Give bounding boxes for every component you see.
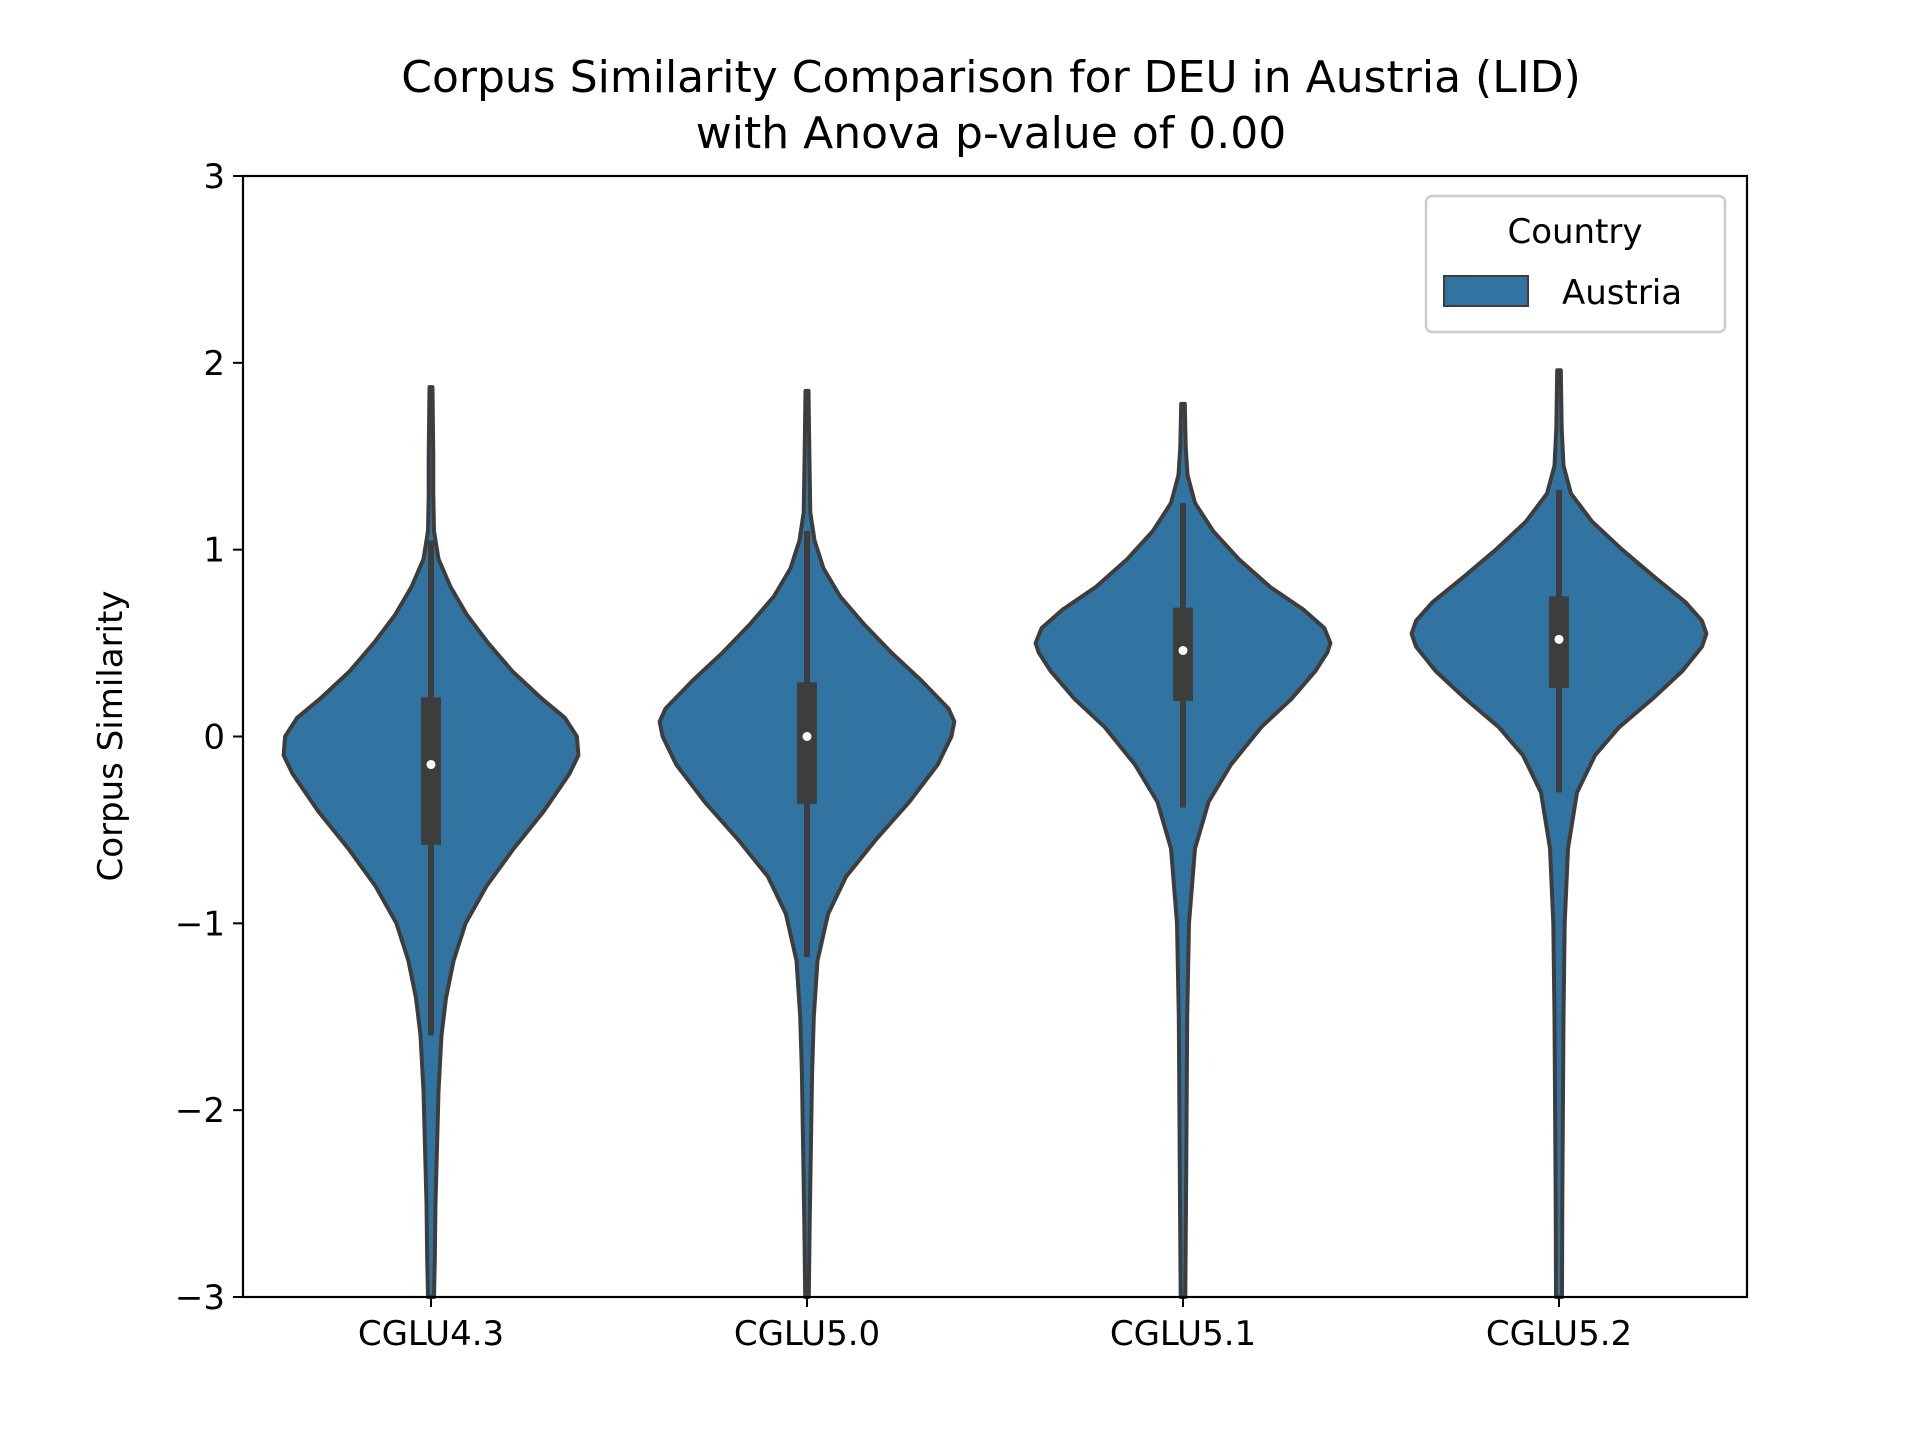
violin-group <box>281 368 1709 1299</box>
y-tick-label: 2 <box>203 344 225 384</box>
chart-subtitle: with Anova p-value of 0.00 <box>696 108 1286 159</box>
x-tick-label: CGLU5.2 <box>1486 1314 1632 1354</box>
plot-frame <box>241 174 1749 1299</box>
violin-body <box>1409 368 1709 1299</box>
y-tick-label: −3 <box>175 1278 225 1318</box>
y-axis-label: Corpus Similarity <box>91 591 131 882</box>
violin-iqr-box <box>797 682 817 804</box>
violin-iqr-box <box>421 697 441 845</box>
axis-ticks: −3 −2 −1 0 1 2 3 CGLU4.3 CGLU5.0 CGLU5.1 CGLU5.2 <box>175 157 1632 1354</box>
legend-title: Country <box>1507 212 1642 252</box>
violin-median-point <box>1178 646 1188 656</box>
violin-median-point <box>802 732 812 741</box>
chart-title: Corpus Similarity Comparison for DEU in … <box>401 52 1581 103</box>
violin-body <box>1033 401 1333 1299</box>
x-tick-label: CGLU5.1 <box>1110 1314 1256 1354</box>
violin-median-point <box>1554 634 1564 644</box>
legend-swatch <box>1443 275 1529 307</box>
y-tick-label: 3 <box>203 157 225 197</box>
legend: Country Austria <box>1424 194 1727 334</box>
x-tick-label: CGLU5.0 <box>734 1314 880 1354</box>
y-tick-label: −1 <box>175 904 225 944</box>
y-tick-label: 0 <box>203 718 225 758</box>
violin-median-point <box>426 760 436 770</box>
y-tick-label: −2 <box>175 1091 225 1131</box>
x-tick-label: CGLU4.3 <box>358 1314 504 1354</box>
legend-entry-label: Austria <box>1562 273 1682 313</box>
y-tick-label: 1 <box>203 531 225 571</box>
